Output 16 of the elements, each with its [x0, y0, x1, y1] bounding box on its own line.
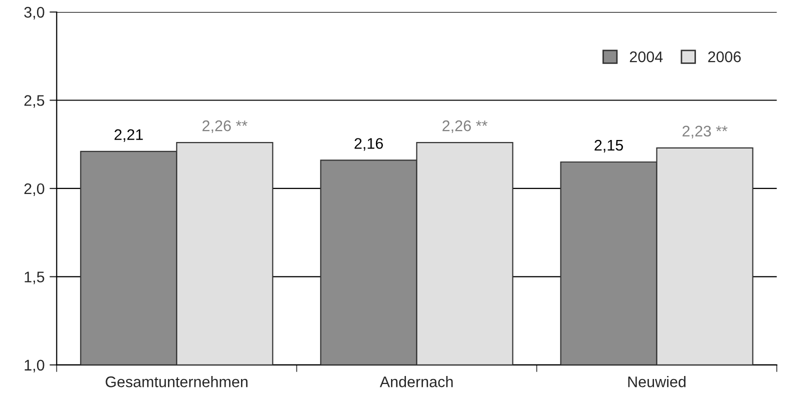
legend-label: 2006 — [708, 51, 741, 62]
y-tick-label: 1,5 — [24, 272, 44, 284]
y-tick-label: 2,0 — [24, 183, 44, 196]
y-tick-label: 1,0 — [24, 360, 44, 372]
data-label: 2,16 — [354, 138, 383, 151]
data-label: 2,21 — [114, 129, 143, 142]
legend-label: 2004 — [630, 51, 663, 62]
x-tick-label: Neuwied — [628, 376, 686, 388]
y-tick-label: 3,0 — [24, 6, 44, 20]
data-label: 2,23 ** — [682, 126, 728, 138]
x-tick-label: Andernach — [380, 376, 453, 388]
data-label: 2,26 ** — [202, 120, 248, 134]
y-tick-label: 2,5 — [24, 95, 44, 108]
x-tick-label: Gesamtunternehmen — [106, 376, 248, 388]
data-label: 2,15 — [594, 140, 623, 152]
data-label: 2,26 ** — [442, 120, 488, 134]
